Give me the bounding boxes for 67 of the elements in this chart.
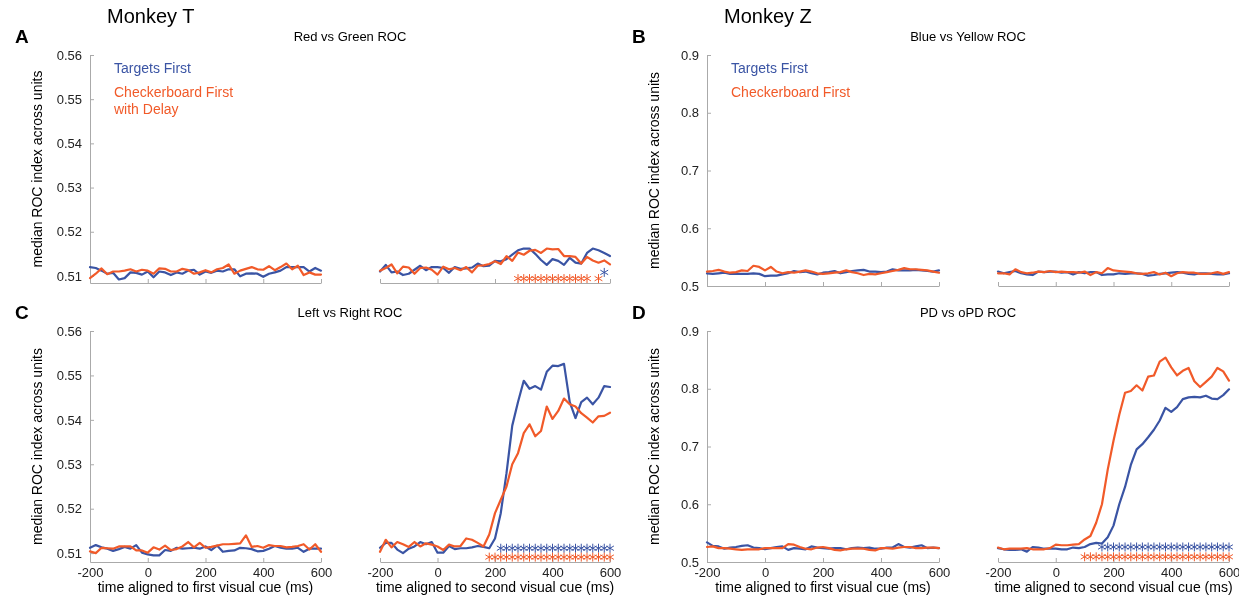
text: Checkerboard First (731, 84, 851, 100)
y-tick-label: 0.7 (680, 439, 699, 455)
y-tick-label: 0.8 (680, 105, 699, 121)
x-axis-title: time aligned to second visual cue (ms) (994, 579, 1233, 595)
y-tick-label: 0.55 (56, 91, 82, 107)
x-tick-label: 400 (1160, 565, 1183, 581)
x-tick-label: 400 (542, 565, 564, 581)
y-tick-label: 0.8 (680, 381, 699, 397)
y-tick-label: 0.6 (680, 496, 699, 512)
text: D (632, 302, 646, 323)
y-tick-label: 0.9 (680, 323, 699, 339)
x-axis-title: time aligned to first visual cue (ms) (715, 579, 931, 595)
y-tick-label: 0.54 (56, 136, 82, 152)
y-tick-label: 0.52 (56, 501, 82, 517)
y-tick-label: 0.7 (680, 163, 699, 179)
x-tick-label: -200 (985, 565, 1012, 581)
text: Monkey T (107, 5, 195, 27)
x-tick-label: 600 (599, 565, 622, 581)
y-axis-title: median ROC index across units (29, 70, 45, 268)
x-axis-title: time aligned to second visual cue (ms) (375, 579, 615, 595)
y-tick-label: 0.54 (56, 412, 82, 428)
y-tick-label: 0.6 (680, 220, 699, 236)
y-tick-label: 0.53 (56, 180, 82, 196)
x-tick-label: 0 (434, 565, 442, 581)
y-tick-label: 0.56 (56, 323, 82, 339)
x-tick-label: 600 (310, 565, 333, 581)
x-tick-label: 400 (870, 565, 893, 581)
text: Targets First (731, 60, 809, 76)
y-tick-label: 0.51 (56, 268, 82, 284)
x-tick-label: 0 (1052, 565, 1060, 581)
line-series (88, 534, 323, 555)
y-axis-title: median ROC index across units (646, 348, 662, 545)
text: PD vs oPD ROC (919, 305, 1017, 320)
y-tick-label: 0.56 (56, 47, 82, 63)
text: Red vs Green ROC (293, 29, 407, 44)
x-tick-label: -200 (77, 565, 104, 581)
x-tick-label: 400 (252, 565, 275, 581)
text: C (15, 302, 29, 323)
x-tick-label: 0 (144, 565, 152, 581)
x-tick-label: 600 (1218, 565, 1239, 581)
text: Left vs Right ROC (297, 305, 403, 320)
x-tick-label: 600 (928, 565, 951, 581)
line-series (705, 264, 941, 277)
text: Blue vs Yellow ROC (910, 29, 1026, 44)
x-tick-label: 0 (761, 565, 770, 581)
y-tick-label: 0.51 (56, 545, 82, 561)
x-tick-label: -200 (367, 565, 394, 581)
x-tick-label: 200 (484, 565, 507, 581)
line-series (705, 268, 941, 278)
text: B (632, 26, 646, 47)
x-axis-title: time aligned to first visual cue (ms) (97, 579, 314, 595)
text: Monkey Z (724, 5, 812, 27)
y-axis-title: median ROC index across units (29, 348, 45, 545)
line-series (88, 544, 323, 557)
x-tick-label: 200 (812, 565, 835, 581)
text: A (15, 26, 29, 47)
y-tick-label: 0.5 (680, 278, 699, 294)
text: Targets First (114, 60, 192, 76)
y-tick-label: 0.53 (56, 456, 82, 472)
text: Checkerboard First with Delay (113, 84, 234, 117)
y-tick-label: 0.52 (56, 224, 82, 240)
y-tick-label: 0.9 (680, 47, 699, 63)
x-tick-label: 200 (1103, 565, 1125, 581)
y-tick-label: 0.55 (56, 368, 82, 384)
y-tick-label: 0.5 (680, 554, 699, 570)
x-tick-label: 200 (195, 565, 217, 581)
y-axis-title: median ROC index across units (646, 72, 662, 269)
